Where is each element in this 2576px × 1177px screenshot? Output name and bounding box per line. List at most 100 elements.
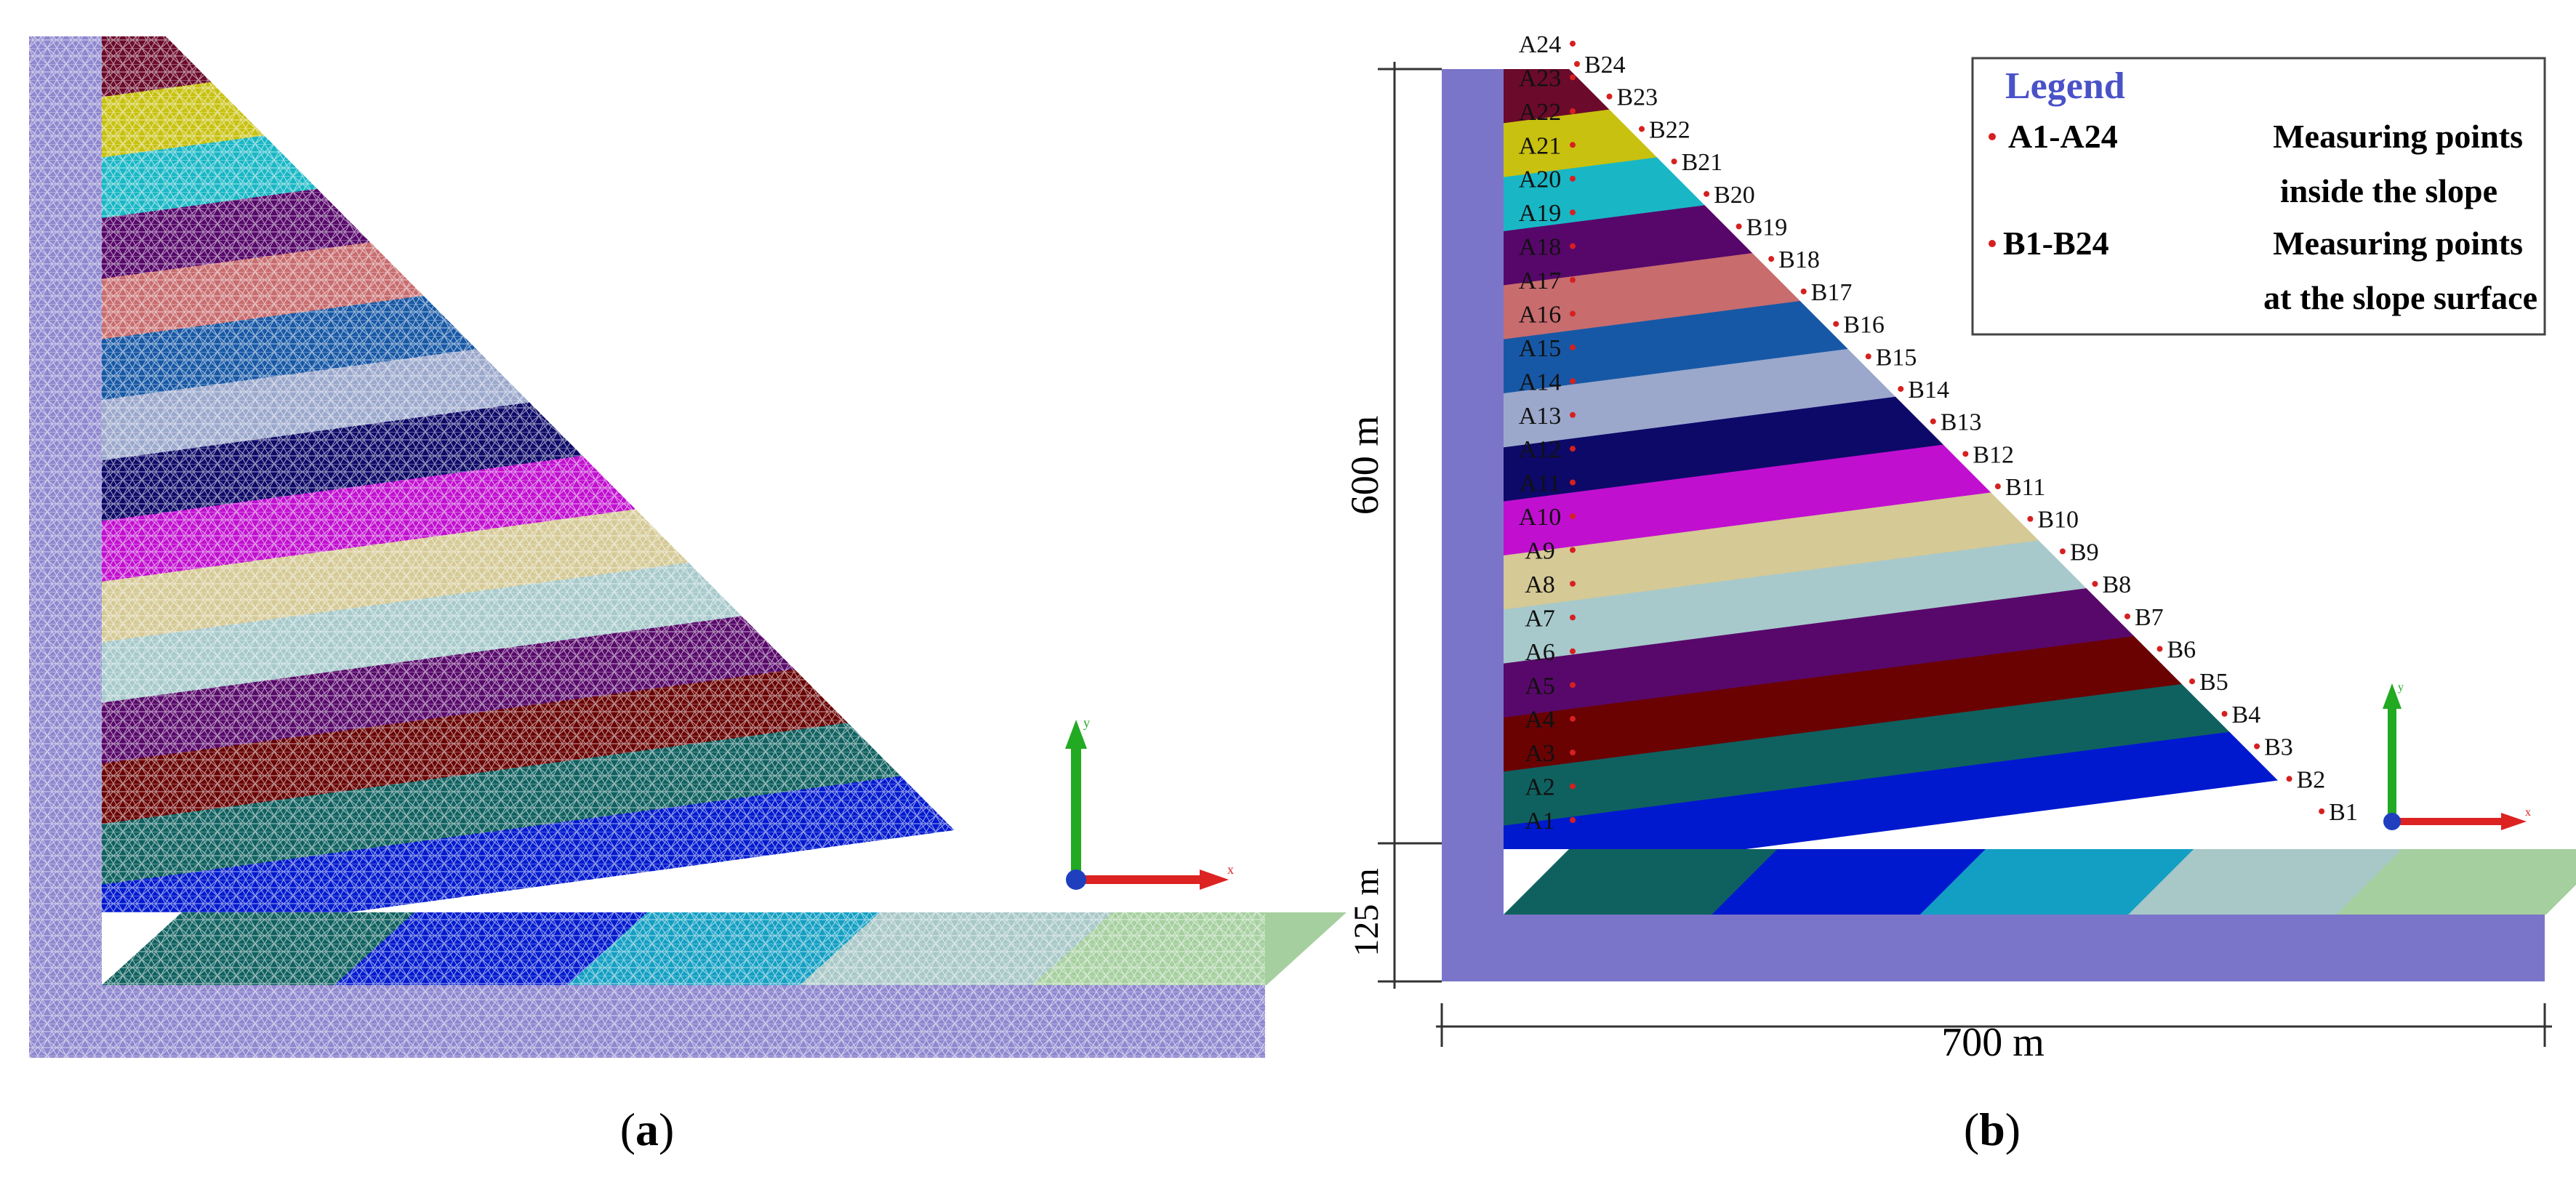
point-marker-a3 [1570, 750, 1576, 756]
point-label-a16: A16 [1519, 301, 1562, 328]
point-marker-a23 [1570, 74, 1576, 81]
point-label-b21: B21 [1682, 149, 1723, 176]
point-marker-a15 [1570, 344, 1576, 350]
point-label-b23: B23 [1617, 84, 1658, 111]
panel-a-axis-triad: y x [1065, 715, 1234, 890]
point-label-b9: B9 [2070, 539, 2099, 566]
point-marker-b5 [2189, 678, 2196, 685]
point-label-b5: B5 [2199, 669, 2228, 696]
point-marker-b4 [2221, 710, 2228, 717]
point-marker-a2 [1570, 783, 1576, 790]
point-marker-a22 [1570, 108, 1576, 114]
panel-b-layered-model: A1 A2 A3 A4 A5 A6 A7 A8 A9 A10 A11 A12 A13 A14 A15 A16 A… [1343, 31, 2576, 1155]
point-label-b3: B3 [2264, 734, 2293, 761]
point-marker-b20 [1704, 190, 1710, 197]
point-label-b14: B14 [1908, 377, 1949, 403]
legend-box [1971, 57, 2546, 336]
point-label-a19: A19 [1519, 200, 1562, 227]
dim-base-label: 125 m [1347, 868, 1386, 956]
point-marker-b16 [1833, 321, 1839, 327]
panel-b-base [1442, 915, 2545, 981]
point-label-b15: B15 [1876, 344, 1917, 371]
panel-b-points-inside: A1 A2 A3 A4 A5 A6 A7 A8 A9 A10 A11 A12 A13 A14 A15 A16 A… [1519, 31, 1576, 835]
point-label-b20: B20 [1714, 182, 1755, 209]
point-label-a1: A1 [1525, 808, 1555, 835]
panel-a-mesh-overlay [29, 36, 1265, 1058]
dim-width-label: 700 m [1941, 1020, 2045, 1065]
point-label-b11: B11 [2005, 474, 2045, 501]
point-marker-a4 [1570, 715, 1576, 722]
legend-key-a: A1-A24 [2008, 118, 2118, 155]
point-marker-a17 [1570, 277, 1576, 284]
point-label-b19: B19 [1746, 214, 1788, 241]
point-label-a18: A18 [1519, 234, 1562, 261]
point-marker-b11 [1994, 483, 2001, 490]
point-marker-a9 [1570, 547, 1576, 553]
panel-b-x-arrowhead [2501, 813, 2527, 830]
point-label-b13: B13 [1941, 409, 1982, 436]
point-label-b7: B7 [2135, 604, 2164, 631]
point-marker-a19 [1570, 209, 1576, 216]
point-label-a5: A5 [1525, 672, 1555, 699]
point-label-a22: A22 [1519, 99, 1562, 126]
point-marker-b7 [2124, 613, 2130, 619]
panel-a-x-axis-label: x [1227, 862, 1234, 877]
point-marker-a10 [1570, 513, 1576, 520]
panel-b-y-axis-label: y [2398, 681, 2404, 694]
foot-band-5 [2336, 849, 2576, 915]
foot-band-1 [1504, 849, 1779, 915]
point-marker-a21 [1570, 142, 1576, 148]
point-label-a14: A14 [1519, 369, 1562, 395]
point-label-a13: A13 [1519, 403, 1562, 430]
panel-a-x-arrowhead [1200, 869, 1229, 890]
point-marker-a14 [1570, 378, 1576, 385]
panel-a-caption: (a) [620, 1104, 675, 1155]
point-label-a8: A8 [1525, 571, 1555, 598]
point-label-b4: B4 [2232, 702, 2261, 728]
point-marker-b21 [1671, 158, 1677, 165]
point-marker-b15 [1865, 353, 1871, 360]
point-label-b18: B18 [1778, 246, 1820, 273]
point-label-b12: B12 [1973, 441, 2014, 468]
point-marker-b3 [2254, 743, 2260, 750]
point-label-a10: A10 [1519, 504, 1562, 531]
point-marker-a1 [1570, 817, 1576, 823]
panel-b-foot-bands [1504, 849, 2576, 915]
point-label-a6: A6 [1525, 639, 1555, 666]
point-label-a11: A11 [1519, 470, 1560, 497]
point-label-a17: A17 [1519, 268, 1562, 294]
legend-desc-b-line2: at the slope surface [2263, 279, 2537, 316]
legend: Legend A1-A24 Measuring points inside th… [1971, 57, 2546, 336]
point-label-b2: B2 [2297, 766, 2326, 793]
panel-a-y-arrowhead [1065, 720, 1087, 749]
point-marker-a6 [1570, 648, 1576, 654]
point-marker-b17 [1800, 288, 1807, 294]
legend-desc-a-line1: Measuring points [2273, 118, 2523, 155]
point-label-a24: A24 [1519, 31, 1562, 58]
point-label-b17: B17 [1811, 279, 1853, 306]
panel-b-y-arrowhead [2383, 683, 2402, 709]
foot-band-2 [1712, 849, 1987, 915]
point-marker-b6 [2156, 646, 2163, 652]
panel-b-left-wall [1442, 69, 1504, 981]
legend-key-b: B1-B24 [2003, 225, 2109, 262]
panel-b-x-axis-label: x [2525, 806, 2531, 819]
point-marker-b19 [1736, 223, 1742, 230]
panel-b-caption: (b) [1964, 1104, 2021, 1155]
point-label-b8: B8 [2102, 571, 2131, 598]
point-label-b16: B16 [1843, 312, 1885, 339]
panel-a-y-axis-label: y [1083, 715, 1090, 730]
point-marker-b14 [1898, 385, 1904, 392]
foot-band-4 [2128, 849, 2404, 915]
point-marker-b1 [2319, 808, 2325, 814]
legend-title: Legend [2005, 65, 2125, 107]
point-marker-b8 [2092, 581, 2098, 587]
point-label-a7: A7 [1525, 605, 1555, 632]
point-marker-a20 [1570, 175, 1576, 182]
point-marker-a13 [1570, 411, 1576, 418]
legend-desc-b-line1: Measuring points [2273, 225, 2523, 262]
point-marker-b9 [2059, 548, 2066, 555]
panel-b-axis-triad: y x [2383, 681, 2531, 830]
dim-height-label: 600 m [1343, 416, 1387, 515]
